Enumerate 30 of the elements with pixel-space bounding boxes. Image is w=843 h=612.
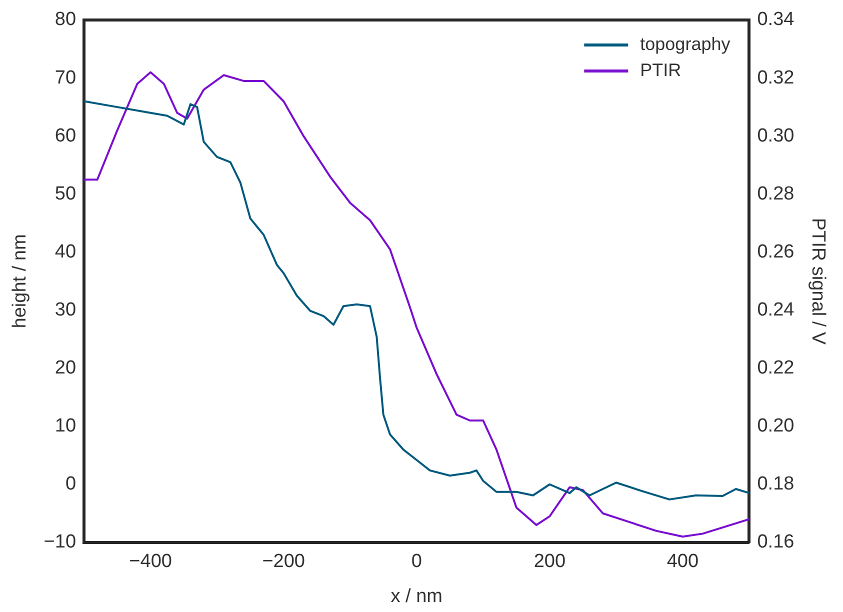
y-tick-label: 60 (54, 125, 76, 146)
y2-tick-label: 0.20 (757, 416, 794, 437)
x-tick-label: 0 (411, 551, 422, 572)
y2-tick-label: 0.26 (757, 241, 794, 262)
y2-axis-title: PTIR signal / V (807, 218, 828, 345)
y2-tick-label: 0.16 (757, 532, 794, 553)
y-tick-label: 10 (54, 416, 76, 437)
x-tick-label: −400 (129, 551, 172, 572)
x-axis-title: x / nm (390, 586, 442, 607)
y-tick-label: 30 (54, 299, 76, 320)
x-tick-label: −200 (262, 551, 305, 572)
y-axis-title: height / nm (10, 234, 31, 328)
legend-label: topography (640, 34, 730, 54)
x-tick-label: 400 (666, 551, 699, 572)
y-tick-label: −10 (44, 532, 76, 553)
x-tick-label: 200 (534, 551, 566, 572)
y2-tick-label: 0.24 (757, 299, 795, 320)
y-tick-label: 0 (65, 474, 76, 495)
y-tick-label: 70 (54, 67, 76, 88)
y-tick-label: 50 (54, 183, 76, 204)
y2-tick-label: 0.34 (757, 9, 795, 30)
y-tick-label: 80 (54, 9, 76, 30)
y-tick-label: 40 (54, 241, 76, 262)
y2-tick-label: 0.30 (757, 125, 794, 146)
y2-tick-label: 0.22 (757, 358, 794, 378)
legend-label: PTIR (640, 60, 682, 80)
y2-tick-label: 0.32 (757, 67, 794, 88)
y2-tick-label: 0.28 (757, 183, 794, 204)
y-tick-label: 20 (54, 358, 76, 378)
y2-tick-label: 0.18 (757, 474, 794, 495)
